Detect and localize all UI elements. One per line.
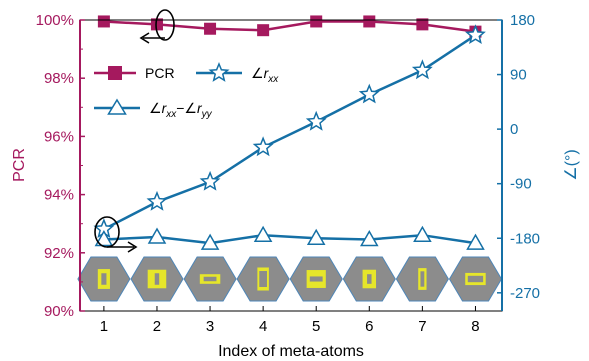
series-line-square [103,20,476,33]
right-axis-title: ∠(°) [563,149,580,180]
meta-atom-2 [130,256,184,302]
series-line-triangle [103,233,476,245]
meta-atom-images [77,256,503,302]
right-tick-label: -180 [510,230,540,247]
x-tick-label: 8 [471,318,479,335]
meta-atom-inner-gap [367,274,372,284]
data-point-diff [94,229,114,247]
left-tick-label: 96% [44,128,74,145]
meta-atom-inner-gap [101,273,107,285]
data-point-diff [147,227,167,244]
x-tick-label: 2 [153,318,161,335]
data-point-rxx [358,83,380,104]
meta-atom-inner-gap [467,275,484,283]
legend-rxx-sub: xx [267,74,279,85]
legend-pcr-label: PCR [145,65,175,81]
x-tick-label: 1 [100,318,108,335]
data-point-diff [200,233,220,250]
axis-annotations [94,9,175,253]
meta-atom-inner-gap [420,271,425,287]
meta-atom-7 [395,256,449,302]
data-point-rxx [465,24,486,44]
legend-rxx-label: ∠rxx [251,65,279,85]
data-point-rxx [411,59,433,80]
right-tick-label: -270 [510,285,540,302]
data-point-pcr [204,22,217,35]
x-tick-label: 5 [312,318,320,335]
left-tick-label: 100% [36,12,74,29]
left-axis-title: PCR [11,148,28,182]
legend: PCR ∠rxx ∠rxx−∠ryy [94,62,279,120]
right-tick-label: -90 [510,176,532,193]
meta-atom-4 [236,256,290,302]
data-point-pcr [416,18,429,31]
pcr-annotation-ellipse [155,9,175,41]
legend-diff-r1: r [162,100,168,116]
left-tick-label: 92% [44,245,74,262]
right-tick-label: 180 [510,12,535,29]
pcr-annotation-arrowhead [139,32,150,44]
meta-atom-8 [448,256,503,302]
data-point-diff [253,225,273,242]
left-tick-label: 98% [44,70,74,87]
data-point-diff [306,228,326,246]
legend-rxx-marker [208,62,230,82]
legend-diff-sub2: yy [201,109,213,120]
meta-atom-inner-gap [259,271,267,287]
x-tick-label: 3 [206,318,214,335]
legend-rxx-angle: ∠ [251,65,264,81]
data-point-diff [360,229,379,247]
x-axis-title: Index of meta-atoms [218,343,364,360]
legend-diff-marker [107,98,127,115]
legend-diff-minus: −∠ [176,100,197,116]
data-point-rxx [146,190,168,211]
meta-atom-inner-gap [154,273,160,285]
legend-diff-r2: r [197,100,203,116]
data-point-pcr [97,15,110,28]
data-point-rxx [305,110,327,131]
meta-atom-inner-gap [203,276,217,282]
data-point-rxx [252,136,274,157]
data-point-diff [466,233,485,250]
meta-atom-1 [77,256,131,302]
left-tick-label: 94% [44,187,74,204]
series-lines [93,15,486,250]
angle-annotation-arrowhead [127,241,138,253]
x-tick-label: 7 [418,318,426,335]
right-tick-label: 90 [510,67,527,84]
x-tick-label: 6 [365,318,373,335]
legend-diff-label: ∠rxx−∠ryy [149,100,213,120]
data-point-diff [413,225,432,242]
meta-atom-6 [342,256,396,302]
x-tick-label: 4 [259,318,267,335]
tick-layer: 90% 92% 94% 96% 98% 100% -270 -180 -90 0 90 180 1 2 3 4… [36,12,540,335]
legend-pcr-marker [108,66,122,80]
left-tick-label: 90% [44,303,74,320]
data-point-pcr [310,15,323,28]
data-point-rxx [199,170,221,191]
meta-atom-inner-gap [309,276,323,282]
legend-rxx-r: r [264,65,270,81]
meta-atom-5 [289,256,343,302]
legend-diff-sub1: xx [165,109,177,120]
data-point-pcr [363,15,376,28]
legend-diff-angle1: ∠ [149,100,162,116]
data-point-pcr [150,18,163,31]
data-point-pcr [257,24,270,37]
meta-atom-3 [183,256,237,302]
right-tick-label: 0 [510,121,518,138]
